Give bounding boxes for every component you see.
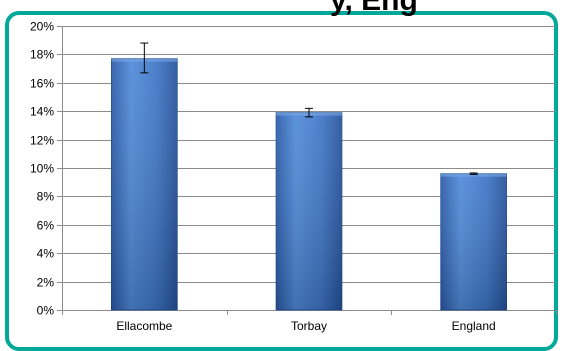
bar-top-highlight (440, 173, 507, 177)
bar-shade (111, 58, 178, 310)
y-tick-label: 6% (37, 219, 55, 233)
category-label: Torbay (291, 319, 327, 333)
bar-group (275, 107, 343, 311)
bar-group (440, 172, 508, 311)
y-tick-label: 20% (30, 20, 54, 34)
category-label: England (452, 319, 496, 333)
y-tick-label: 10% (30, 162, 54, 176)
y-tick-label: 18% (30, 48, 54, 62)
chart-frame: y, Eng 0% 2% 4% 6% 8% 10% 12% 14% 16% 18% 20% Ellac… (5, 0, 558, 351)
category-label: Ellacombe (116, 319, 172, 333)
bar-shade (276, 112, 342, 311)
y-tick-label: 2% (37, 276, 55, 290)
y-tick-label: 8% (37, 190, 55, 204)
y-tick-label: 12% (30, 134, 54, 148)
bar-shade (440, 173, 507, 310)
chart-title-fragment: y, Eng (330, 0, 418, 17)
bar-chart: 0% 2% 4% 6% 8% 10% 12% 14% 16% 18% 20% Ellacombe Tor… (30, 20, 557, 333)
y-tick-label: 14% (30, 105, 54, 119)
bar-group (111, 42, 178, 311)
y-tick-label: 16% (30, 77, 54, 91)
y-tick-label: 0% (37, 304, 55, 318)
y-tick-label: 4% (37, 247, 55, 261)
